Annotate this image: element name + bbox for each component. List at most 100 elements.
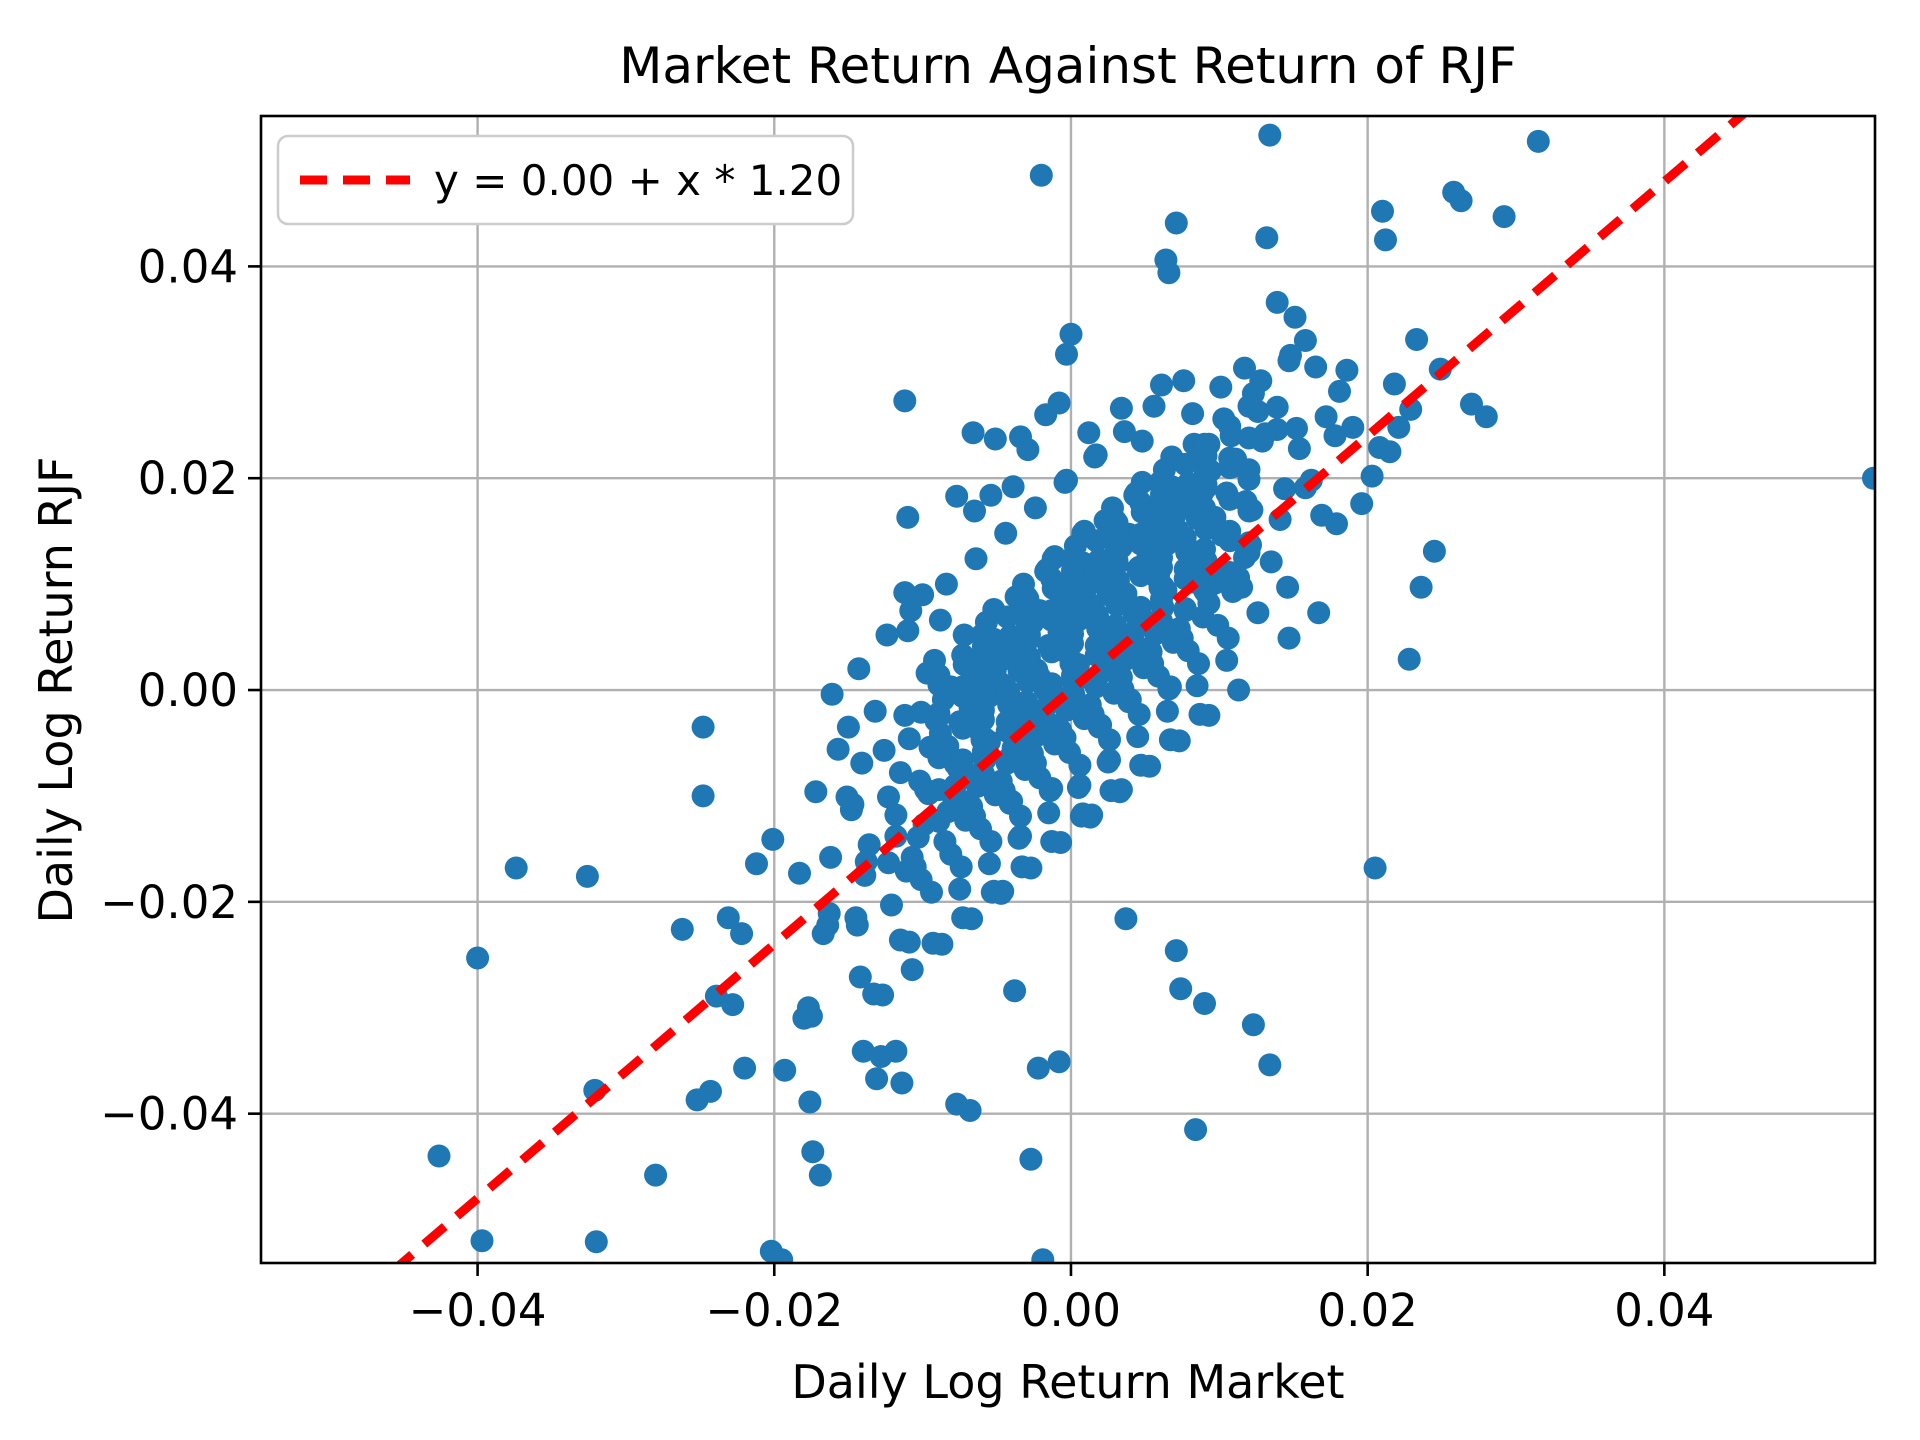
scatter-point	[850, 751, 874, 775]
y-tick-label: −0.04	[100, 1088, 238, 1141]
scatter-point	[971, 666, 995, 690]
scatter-point	[691, 784, 715, 808]
scatter-point	[893, 389, 917, 413]
scatter-point	[644, 1163, 668, 1187]
scatter-point	[1084, 602, 1108, 626]
scatter-point	[1084, 561, 1108, 584]
scatter-point	[900, 958, 924, 982]
scatter-point	[1287, 437, 1311, 461]
scatter-point	[1068, 773, 1092, 797]
scatter-point	[1023, 751, 1047, 775]
scatter-point	[1040, 713, 1064, 737]
scatter-point	[994, 521, 1018, 545]
scatter-point	[1172, 369, 1196, 393]
scatter-point	[1150, 587, 1173, 611]
scatter-point	[1109, 396, 1133, 420]
scatter-point	[911, 583, 935, 607]
scatter-point	[1169, 977, 1193, 1001]
scatter-point	[1259, 550, 1283, 574]
scatter-point	[995, 637, 1019, 661]
scatter-point	[884, 1039, 908, 1063]
scatter-point	[1328, 379, 1351, 403]
scatter-point	[1194, 581, 1218, 605]
scatter-point	[799, 1004, 823, 1028]
scatter-point	[1378, 440, 1402, 464]
scatter-point	[1173, 452, 1197, 476]
scatter-point	[1150, 373, 1173, 397]
x-tick-label: 0.02	[1318, 1284, 1418, 1337]
scatter-point	[1150, 473, 1173, 497]
scatter-point	[888, 928, 912, 952]
scatter-point	[1009, 824, 1032, 848]
scatter-point	[930, 932, 954, 956]
scatter-point	[983, 427, 1007, 451]
scatter-point	[1129, 637, 1153, 661]
chart-title: Market Return Against Return of RJF	[619, 37, 1516, 95]
scatter-point	[1277, 626, 1301, 650]
scatter-point	[1001, 475, 1025, 499]
scatter-point	[1187, 652, 1210, 676]
scatter-point	[1181, 402, 1205, 426]
scatter-point	[470, 1229, 494, 1253]
scatter-point	[995, 605, 1019, 629]
scatter-point	[1098, 748, 1121, 772]
x-tick-label: 0.04	[1614, 1284, 1714, 1337]
x-tick-label: −0.04	[409, 1284, 547, 1337]
scatter-point	[1129, 491, 1153, 515]
scatter-point	[945, 484, 969, 508]
y-tick-label: −0.02	[100, 876, 238, 929]
scatter-point	[948, 877, 972, 901]
scatter-point	[899, 599, 923, 623]
scatter-point	[964, 547, 988, 571]
scatter-point	[1279, 343, 1302, 367]
scatter-point	[896, 505, 920, 529]
scatter-point	[1155, 699, 1179, 723]
scatter-point	[880, 893, 903, 917]
scatter-point	[863, 699, 887, 723]
scatter-point	[685, 1088, 709, 1112]
scatter-point	[1237, 426, 1261, 450]
legend-box	[276, 134, 855, 226]
scatter-point	[1405, 328, 1429, 351]
scatter-point	[857, 833, 881, 857]
scatter-point	[1218, 561, 1242, 584]
scatter-point	[1040, 672, 1064, 696]
scatter-point	[1173, 526, 1197, 549]
scatter-point	[1003, 979, 1027, 1003]
scatter-point	[877, 785, 900, 809]
scatter-point	[1862, 466, 1875, 490]
scatter-point	[1150, 619, 1173, 643]
scatter-point	[716, 906, 740, 930]
scatter-point	[1019, 856, 1043, 880]
scatter-point	[927, 705, 951, 728]
scatter-point	[819, 845, 843, 869]
scatter-point	[1273, 477, 1297, 501]
scatter-point	[1409, 575, 1433, 599]
scatter-point	[848, 965, 872, 989]
scatter-point	[1350, 492, 1374, 516]
scatter-point	[963, 499, 986, 523]
scatter-point	[995, 710, 1019, 734]
scatter-point	[1023, 496, 1047, 520]
scatter-point	[971, 698, 995, 722]
scatter-point	[836, 715, 860, 739]
scatter-point	[1114, 907, 1138, 931]
scatter-point	[733, 1056, 757, 1080]
scatter-point	[1173, 484, 1197, 508]
scatter-point	[961, 421, 985, 445]
scatter-point	[1194, 434, 1218, 458]
scatter-point	[1197, 703, 1221, 727]
x-axis-label: Daily Log Return Market	[791, 1355, 1344, 1409]
scatter-point	[1016, 660, 1040, 684]
scatter-point	[1314, 405, 1338, 429]
scatter-point	[884, 803, 908, 827]
scatter-point	[788, 861, 811, 885]
scatter-point	[1068, 753, 1092, 777]
scatter-point	[928, 608, 952, 632]
scatter-point	[958, 1099, 982, 1122]
scatter-point	[826, 737, 850, 761]
scatter-point	[808, 1163, 832, 1187]
scatter-point	[888, 761, 912, 785]
scatter-point	[1237, 499, 1261, 523]
scatter-point	[745, 852, 768, 876]
